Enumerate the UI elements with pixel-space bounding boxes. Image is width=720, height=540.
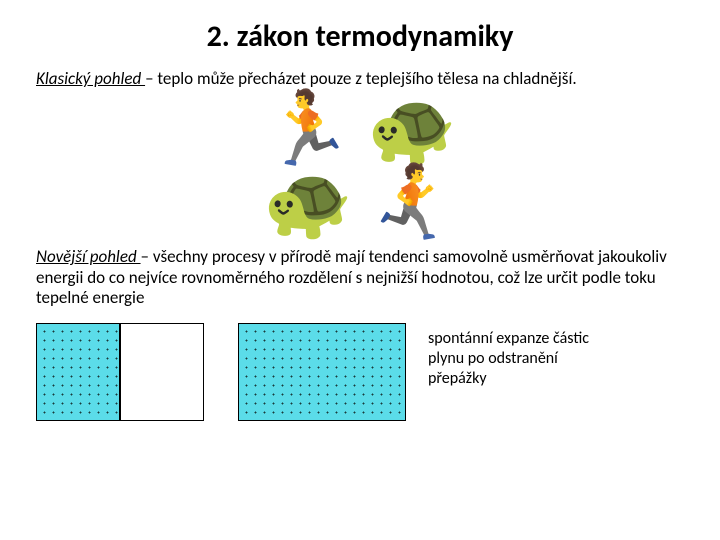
classical-text: – teplo může přecházet pouze z teplejšíh… — [145, 68, 577, 89]
runner-icon: 🏃 — [367, 167, 457, 239]
newer-label: Novější pohled — [36, 246, 141, 267]
classical-label: Klasický pohled — [36, 68, 145, 89]
diagram-right-half — [121, 324, 203, 420]
diagram-caption: spontánní expanze částic plynu po odstra… — [428, 329, 608, 389]
classical-paragraph: Klasický pohled – teplo může přecházet p… — [36, 69, 684, 89]
diagram-left-half — [37, 324, 119, 420]
newer-paragraph: Novější pohled – všechny procesy v příro… — [36, 247, 684, 308]
diagram-pair — [36, 323, 406, 421]
diagram-box-after — [238, 323, 406, 421]
turtle-icon: 🐢 — [263, 167, 353, 239]
page-title: 2. zákon termodynamiky — [36, 18, 684, 55]
diagram-full — [239, 324, 405, 420]
diagram-box-before — [36, 323, 204, 421]
runner-icon: 🏃 — [263, 93, 353, 165]
turtle-icon: 🐢 — [367, 93, 457, 165]
diagram-dots — [37, 324, 119, 420]
illustration-row-1: 🏃 🐢 — [36, 93, 684, 165]
diagram-dots — [239, 324, 405, 420]
diagram-row: spontánní expanze částic plynu po odstra… — [36, 323, 684, 421]
illustration-row-2: 🐢 🏃 — [36, 167, 684, 239]
